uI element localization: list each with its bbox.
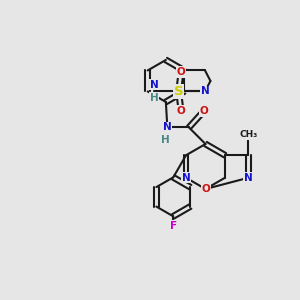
Text: O: O xyxy=(177,67,185,77)
Text: O: O xyxy=(200,106,208,116)
Text: CH₃: CH₃ xyxy=(239,130,257,139)
Text: N: N xyxy=(201,86,209,97)
Text: N: N xyxy=(244,173,253,183)
Text: S: S xyxy=(174,85,184,98)
Text: N: N xyxy=(182,173,190,183)
Text: F: F xyxy=(170,221,177,231)
Text: H: H xyxy=(150,93,158,103)
Text: N: N xyxy=(163,122,172,133)
Text: O: O xyxy=(177,106,185,116)
Text: H: H xyxy=(161,135,170,145)
Text: O: O xyxy=(201,184,210,194)
Text: N: N xyxy=(150,80,158,90)
